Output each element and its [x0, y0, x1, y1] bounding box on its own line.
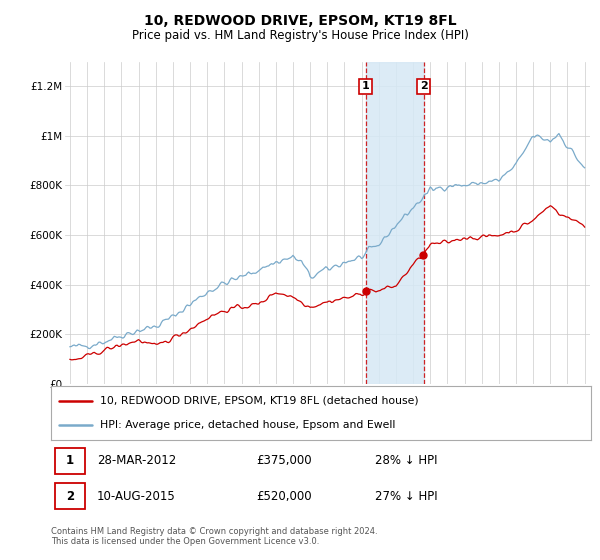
Text: 10, REDWOOD DRIVE, EPSOM, KT19 8FL (detached house): 10, REDWOOD DRIVE, EPSOM, KT19 8FL (deta… [100, 396, 418, 406]
Text: 10, REDWOOD DRIVE, EPSOM, KT19 8FL: 10, REDWOOD DRIVE, EPSOM, KT19 8FL [143, 14, 457, 28]
Text: £375,000: £375,000 [256, 454, 312, 468]
Text: 1: 1 [362, 81, 370, 91]
Text: 2: 2 [419, 81, 427, 91]
Text: Price paid vs. HM Land Registry's House Price Index (HPI): Price paid vs. HM Land Registry's House … [131, 29, 469, 42]
FancyBboxPatch shape [55, 448, 85, 474]
Text: HPI: Average price, detached house, Epsom and Ewell: HPI: Average price, detached house, Epso… [100, 420, 395, 430]
Bar [365, 62, 424, 384]
Text: 2: 2 [66, 489, 74, 503]
Text: £520,000: £520,000 [256, 489, 312, 503]
Text: Contains HM Land Registry data © Crown copyright and database right 2024.
This d: Contains HM Land Registry data © Crown c… [51, 526, 377, 546]
Text: 28-MAR-2012: 28-MAR-2012 [97, 454, 176, 468]
Text: 1: 1 [66, 454, 74, 468]
FancyBboxPatch shape [55, 483, 85, 509]
Text: 27% ↓ HPI: 27% ↓ HPI [375, 489, 437, 503]
Text: 10-AUG-2015: 10-AUG-2015 [97, 489, 176, 503]
Text: 28% ↓ HPI: 28% ↓ HPI [375, 454, 437, 468]
